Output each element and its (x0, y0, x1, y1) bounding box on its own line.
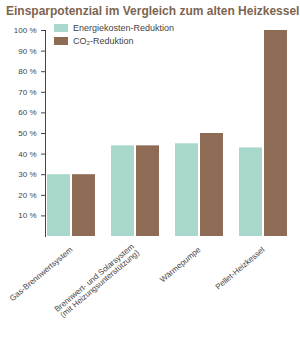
html-text:Energiekosten-Reduktion: Energiekosten-Reduktion (73, 23, 175, 33)
svg-text:70 %: 70 % (18, 88, 36, 97)
svg-text:30 %: 30 % (18, 170, 36, 179)
svg-text:60 %: 60 % (18, 108, 36, 117)
html-text:CO₂-Reduktion: CO₂-Reduktion (73, 36, 134, 46)
svg-text:Gas-Brennwertsystem: Gas-Brennwertsystem (8, 245, 75, 303)
svg-text:Pellet-Heizkessel: Pellet-Heizkessel (214, 245, 267, 291)
svg-text:Brennwert- und Solarsystem(mit: Brennwert- und Solarsystem(mit Heizungsu… (53, 242, 142, 320)
svg-text:Wärmepumpe: Wärmepumpe (158, 245, 203, 285)
svg-text:50 %: 50 % (18, 129, 36, 138)
svg-text:90 %: 90 % (18, 47, 36, 56)
svg-text:80 %: 80 % (18, 67, 36, 76)
svg-text:40 %: 40 % (18, 150, 36, 159)
html-text:Einsparpotenzial im Vergleich: Einsparpotenzial im Vergleich zum alten … (6, 4, 300, 18)
svg-text:20 %: 20 % (18, 191, 36, 200)
svg-text:100 %: 100 % (14, 26, 37, 35)
svg-text:10 %: 10 % (18, 211, 36, 220)
